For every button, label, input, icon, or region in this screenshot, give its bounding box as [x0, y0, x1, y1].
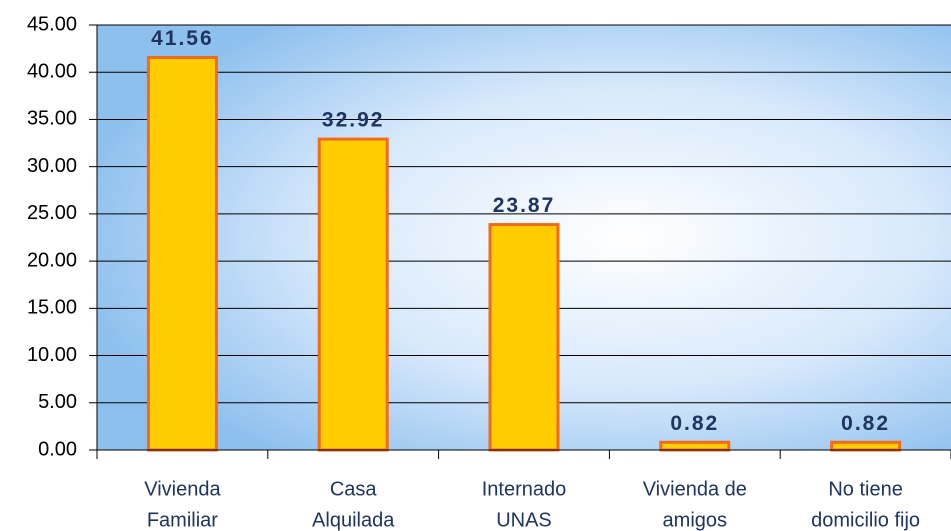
bar [146, 55, 218, 452]
x-tick-label: Alquilada [312, 509, 395, 531]
y-tick-label: 25.00 [27, 202, 77, 224]
y-tick-label: 45.00 [27, 13, 77, 35]
x-tick-label: Familiar [147, 509, 218, 531]
data-label: 23.87 [493, 194, 556, 217]
y-tick-label: 30.00 [27, 155, 77, 177]
data-label: 0.82 [841, 412, 890, 435]
bar [317, 137, 389, 452]
bar [488, 223, 560, 452]
x-tick-label: Vivienda [144, 478, 221, 500]
x-tick-label: Vivienda de [643, 478, 747, 500]
y-tick-label: 5.00 [38, 391, 77, 413]
y-tick-label: 35.00 [27, 108, 77, 130]
y-tick-label: 20.00 [27, 249, 77, 271]
x-tick-label: Casa [330, 478, 378, 500]
data-label: 32.92 [322, 109, 385, 132]
x-tick-label: domicilio fijo [811, 509, 920, 531]
data-label: 41.56 [151, 27, 214, 50]
y-tick-label: 10.00 [27, 344, 77, 366]
x-tick-label: No tiene [828, 478, 903, 500]
data-label: 0.82 [670, 412, 719, 435]
y-tick-label: 15.00 [27, 297, 77, 319]
x-tick-label: Internado [482, 478, 567, 500]
bar [659, 440, 731, 452]
bar [830, 440, 902, 452]
x-tick-label: UNAS [496, 509, 552, 531]
x-tick-label: amigos [663, 509, 727, 531]
y-tick-label: 40.00 [27, 61, 77, 83]
y-tick-label: 0.00 [38, 438, 77, 460]
